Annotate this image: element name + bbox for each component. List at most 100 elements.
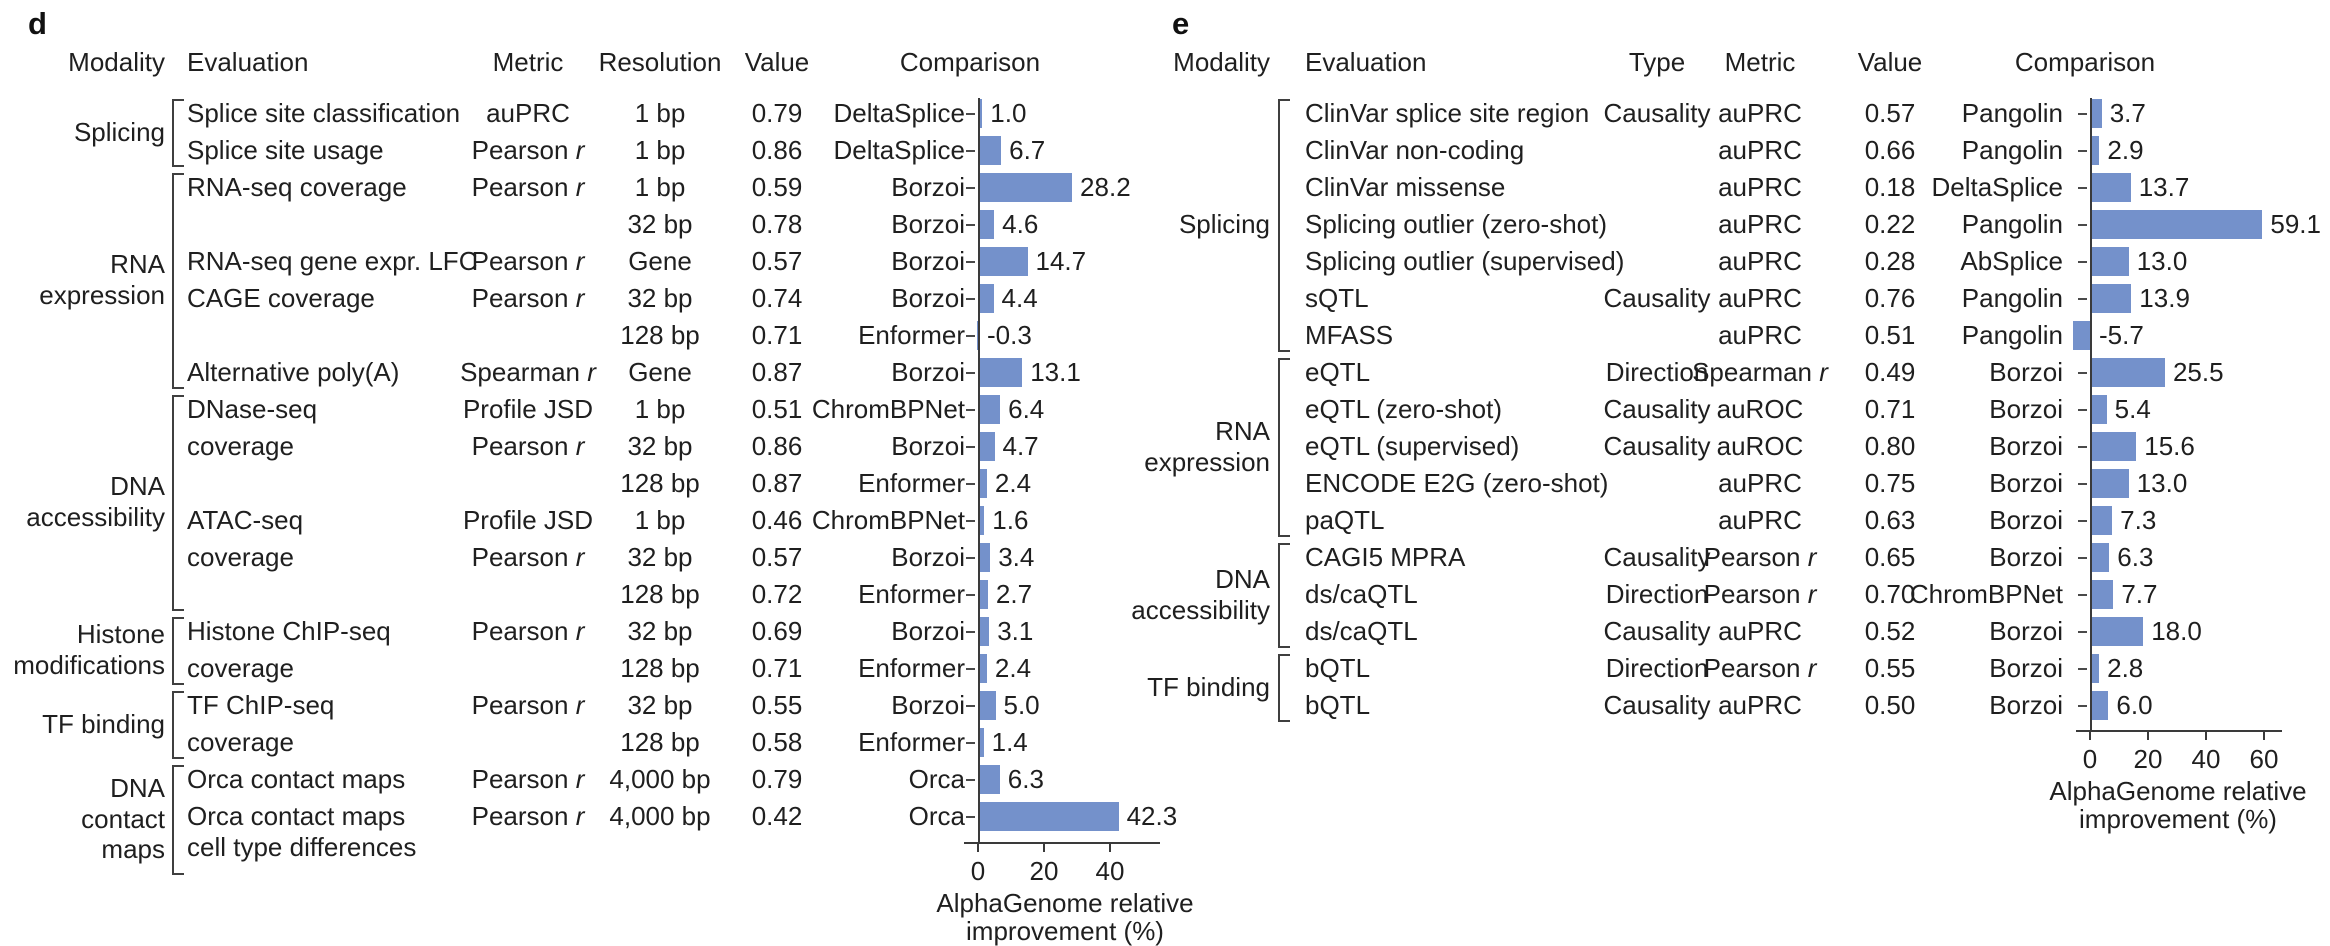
evaluation-cell: CAGE coverage (187, 283, 375, 313)
bar-value-label: 4.4 (1001, 283, 1038, 313)
bar-value-label: 5.4 (2114, 394, 2151, 424)
category-tick (2078, 667, 2087, 670)
improvement-bar (979, 543, 991, 572)
value-cell: 0.75 (1864, 468, 1916, 498)
bar-value-label: 4.6 (1002, 209, 1039, 239)
group-bracket-5 (172, 765, 184, 875)
metric-cell: Spearman r (1692, 357, 1828, 387)
table-row: Splice site classification auPRC 1 bp 0.79 D… (20, 95, 1180, 132)
x-axis-tick (2263, 732, 2265, 740)
metric-cell: auPRC (1718, 468, 1802, 498)
resolution-cell: Gene (628, 357, 692, 387)
metric-cell: auPRC (1718, 135, 1802, 165)
bar-value-label: 6.7 (1009, 135, 1046, 165)
table-row: ATAC-seq Profile JSD 1 bp 0.46 ChromBPNet 1.6 (20, 502, 1180, 539)
improvement-bar (979, 136, 1002, 165)
type-cell: Causality (1603, 283, 1711, 313)
metric-cell: auROC (1716, 431, 1804, 461)
value-cell: 0.58 (751, 727, 803, 757)
comparison-cell: Pangolin (1961, 283, 2063, 313)
category-tick (2078, 186, 2087, 189)
improvement-bar (2091, 506, 2113, 535)
improvement-bar (2073, 321, 2090, 350)
column-header-value: Value (1857, 47, 1923, 77)
metric-cell: auPRC (1718, 98, 1802, 128)
value-cell: 0.46 (751, 505, 803, 535)
italic-r: r (575, 431, 585, 461)
category-tick (966, 371, 975, 374)
category-tick (966, 593, 975, 596)
bar-value-label: 28.2 (1080, 172, 1131, 202)
improvement-bar (2091, 210, 2263, 239)
value-cell: 0.55 (751, 690, 803, 720)
bar-value-label: 7.7 (2121, 579, 2158, 609)
value-cell: 0.71 (751, 653, 803, 683)
evaluation-cell: Splice site usage (187, 135, 384, 165)
column-header-modality: Modality (68, 47, 165, 77)
column-header-evaluation: Evaluation (1305, 47, 1427, 77)
value-cell: 0.55 (1864, 653, 1916, 683)
improvement-bar (2091, 99, 2102, 128)
category-tick (966, 186, 975, 189)
bar-value-label: 3.1 (997, 616, 1034, 646)
improvement-bar (2091, 654, 2100, 683)
improvement-bar (979, 469, 987, 498)
y-axis-line (978, 98, 980, 842)
comparison-cell: Enformer (858, 653, 965, 683)
evaluation-cell: ds/caQTL (1305, 579, 1418, 609)
comparison-cell: Borzoi (1989, 616, 2063, 646)
table-row: ENCODE E2G (zero-shot) auPRC 0.75 Borzoi 13.… (1170, 465, 2330, 502)
column-header-comparison: Comparison (2014, 47, 2156, 77)
category-tick (2078, 371, 2087, 374)
improvement-bar (2091, 543, 2110, 572)
bar-value-label: 6.4 (1008, 394, 1045, 424)
bar-value-label: 3.4 (998, 542, 1035, 572)
table-row: ds/caQTL Causality auPRC 0.52 Borzoi 18.0 (1170, 613, 2330, 650)
bar-value-label: 13.9 (2139, 283, 2190, 313)
evaluation-cell: bQTL (1305, 690, 1371, 720)
improvement-bar (2091, 469, 2129, 498)
bar-value-label: 13.1 (1030, 357, 1081, 387)
category-tick (966, 741, 975, 744)
table-row: coverage Pearson r 32 bp 0.57 Borzoi 3.4 (20, 539, 1180, 576)
resolution-cell: 1 bp (634, 135, 686, 165)
bar-value-label: 6.3 (1007, 764, 1044, 794)
comparison-cell: Borzoi (1989, 690, 2063, 720)
x-axis-tick (2089, 732, 2091, 740)
x-axis-tick-label: 60 (2249, 744, 2279, 774)
comparison-cell: Borzoi (1989, 394, 2063, 424)
x-axis-tick-label: 40 (1095, 856, 1125, 886)
category-tick (966, 519, 975, 522)
type-cell: Causality (1603, 616, 1711, 646)
metric-cell: Pearson r (471, 431, 585, 461)
metric-cell: auPRC (1718, 505, 1802, 535)
evaluation-cell: Splicing outlier (zero-shot) (1305, 209, 1608, 239)
italic-r: r (575, 690, 585, 720)
comparison-cell: Borzoi (1989, 505, 2063, 535)
italic-r: r (1807, 542, 1817, 572)
improvement-bar (979, 432, 995, 461)
comparison-cell: DeltaSplice (833, 135, 965, 165)
group-bracket-2 (1278, 543, 1290, 648)
metric-cell: auPRC (1718, 320, 1802, 350)
column-header-metric: Metric (1724, 47, 1796, 77)
column-header-resolution: Resolution (598, 47, 722, 77)
metric-cell: Pearson r (471, 690, 585, 720)
improvement-bar (2091, 358, 2165, 387)
table-row: eQTL Direction Spearman r 0.49 Borzoi 25.5 (1170, 354, 2330, 391)
modality-label-4: TF binding (42, 708, 165, 739)
italic-r: r (575, 542, 585, 572)
improvement-bar (979, 802, 1119, 831)
category-tick (2078, 704, 2087, 707)
bar-value-label: 6.0 (2116, 690, 2153, 720)
improvement-bar (979, 284, 994, 313)
category-tick (2078, 482, 2087, 485)
comparison-cell: DeltaSplice (1931, 172, 2063, 202)
improvement-bar (2091, 173, 2131, 202)
category-tick (2078, 630, 2087, 633)
category-tick (2078, 445, 2087, 448)
comparison-cell: Orca (908, 801, 965, 831)
comparison-cell: ChromBPNet (811, 505, 965, 535)
category-tick (2078, 297, 2087, 300)
table-row: eQTL (zero-shot) Causality auROC 0.71 Borzoi… (1170, 391, 2330, 428)
